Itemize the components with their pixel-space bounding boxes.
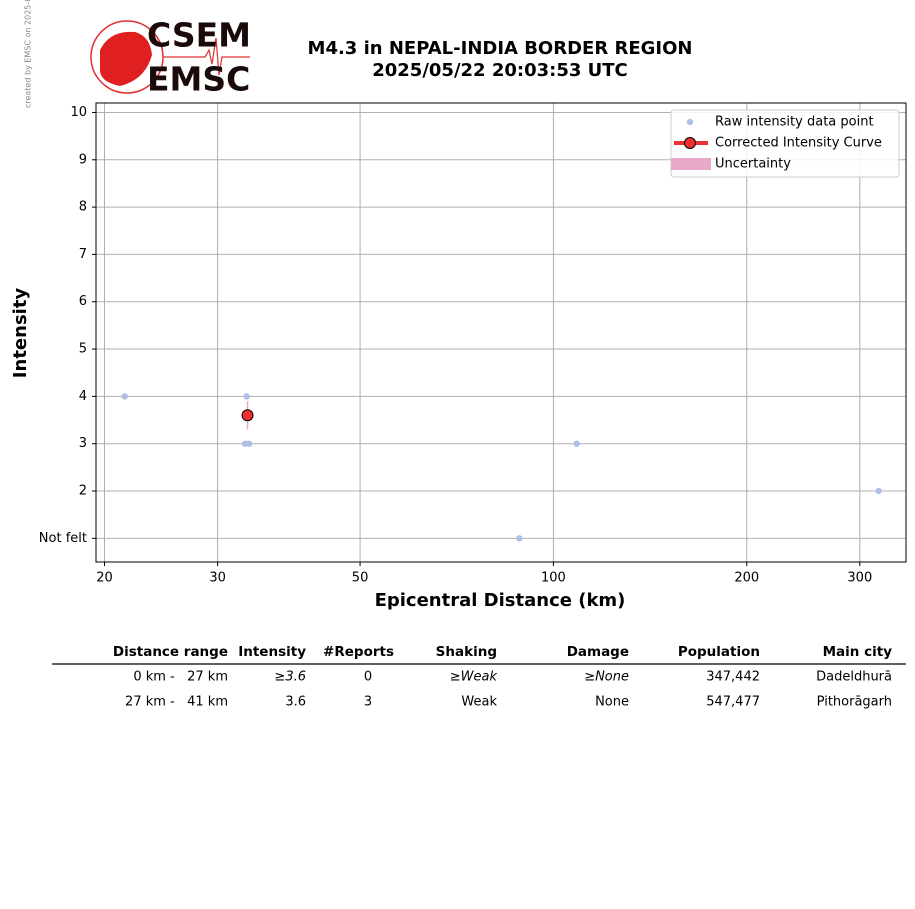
table-cell: 547,477 bbox=[706, 695, 760, 710]
y-tick-label: 8 bbox=[79, 200, 87, 215]
logo-map bbox=[100, 31, 152, 86]
legend: Raw intensity data point Corrected Intens… bbox=[670, 109, 900, 178]
plot: 20 30 50 100 200 300 Not felt 2 3 4 5 6 7 8 9 10 bbox=[39, 103, 906, 586]
y-tick-label: 7 bbox=[79, 247, 87, 262]
table: Distance range Intensity #Reports Shaking Da… bbox=[52, 644, 906, 710]
x-tick-label: 100 bbox=[541, 571, 566, 586]
raw-point bbox=[243, 393, 250, 400]
corrected-point bbox=[241, 409, 254, 422]
table-cell: 27 km - 41 km bbox=[125, 695, 228, 710]
y-axis-label: Intensity bbox=[10, 288, 31, 379]
raw-point bbox=[245, 440, 253, 447]
table-header: Shaking bbox=[436, 644, 497, 660]
raw-point bbox=[516, 535, 523, 542]
table-header: Distance range bbox=[113, 644, 228, 660]
table-cell: 3 bbox=[364, 695, 372, 710]
table-cell: 3.6 bbox=[285, 695, 306, 710]
legend-label: Corrected Intensity Curve bbox=[715, 136, 882, 151]
raw-point bbox=[121, 393, 128, 400]
raw-point bbox=[875, 487, 882, 495]
legend-swatch bbox=[671, 158, 711, 170]
table-header: Population bbox=[678, 644, 760, 660]
table-header: Damage bbox=[567, 644, 629, 660]
x-tick-label: 30 bbox=[209, 571, 226, 586]
table-cell: 0 km - 27 km bbox=[133, 670, 228, 685]
chart-subtitle: 2025/05/22 20:03:53 UTC bbox=[372, 60, 628, 81]
y-tick-label: 4 bbox=[79, 389, 87, 404]
table-cell: ≥Weak bbox=[450, 670, 498, 685]
legend-label: Uncertainty bbox=[715, 157, 791, 172]
legend-label: Raw intensity data point bbox=[715, 115, 874, 130]
x-tick-label: 200 bbox=[734, 571, 759, 586]
x-tick-label: 20 bbox=[96, 571, 113, 586]
y-tick-label: 2 bbox=[79, 484, 87, 499]
logo-bottom: EMSC bbox=[147, 60, 250, 99]
y-tick-label: 10 bbox=[70, 105, 87, 120]
table-header: #Reports bbox=[323, 644, 394, 660]
legend-box bbox=[670, 109, 900, 178]
x-tick-label: 300 bbox=[847, 571, 872, 586]
chart-title: M4.3 in NEPAL-INDIA BORDER REGION bbox=[308, 38, 693, 59]
legend-marker bbox=[686, 118, 694, 126]
y-tick-label: Not felt bbox=[39, 531, 87, 546]
table-cell: None bbox=[595, 695, 629, 710]
logo-wave bbox=[163, 37, 250, 76]
legend-marker bbox=[684, 137, 696, 149]
logo-top: CSEM bbox=[147, 16, 251, 55]
table-cell: Pithorāgarh bbox=[817, 695, 892, 710]
x-axis-label: Epicentral Distance (km) bbox=[375, 590, 626, 611]
table-cell: 0 bbox=[364, 670, 372, 685]
table-cell: 347,442 bbox=[706, 670, 760, 685]
y-tick-label: 3 bbox=[79, 436, 87, 451]
table-header: Intensity bbox=[238, 644, 306, 660]
raw-point bbox=[573, 440, 580, 447]
table-header: Main city bbox=[823, 644, 893, 660]
x-tick-label: 50 bbox=[352, 571, 369, 586]
plot-frame bbox=[95, 102, 907, 563]
y-tick-label: 6 bbox=[79, 294, 87, 309]
logo: CSEM EMSC bbox=[90, 16, 251, 99]
table-cell: Dadeldhurā bbox=[816, 670, 892, 685]
credit: created by EMSC on 2025-05-23 06:50:06 U… bbox=[24, 0, 33, 108]
table-cell: ≥3.6 bbox=[274, 670, 306, 685]
table-cell: ≥None bbox=[584, 670, 629, 685]
y-tick-label: 9 bbox=[79, 152, 87, 167]
table-cell: Weak bbox=[461, 695, 497, 710]
y-tick-label: 5 bbox=[79, 342, 87, 357]
